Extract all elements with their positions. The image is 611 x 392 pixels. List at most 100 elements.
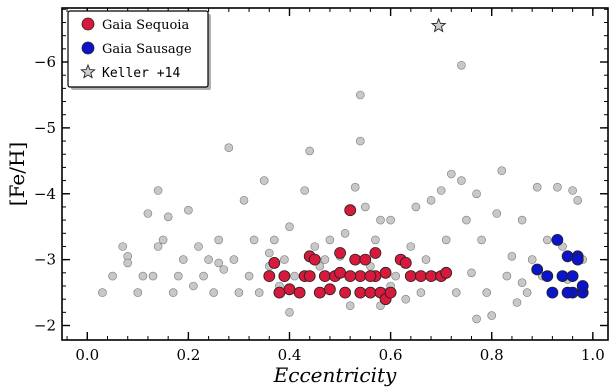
data-point — [168, 288, 178, 297]
data-point — [285, 307, 294, 317]
data-point — [522, 288, 532, 297]
data-point — [542, 235, 552, 245]
data-point — [497, 166, 507, 175]
data-point — [360, 202, 370, 212]
data-point — [143, 209, 153, 218]
series-background — [98, 61, 588, 324]
data-point — [421, 255, 431, 264]
points-layer — [98, 17, 589, 324]
data-point — [234, 288, 244, 297]
data-point — [325, 235, 335, 245]
data-point — [153, 242, 163, 251]
data-point — [199, 271, 208, 281]
data-point — [263, 270, 276, 283]
series-gaia-sausage — [531, 233, 589, 299]
data-point — [293, 286, 306, 299]
data-point — [108, 271, 117, 281]
data-point — [411, 202, 421, 212]
data-point — [349, 253, 362, 266]
y-tick-label: −4 — [34, 185, 56, 203]
data-point — [305, 146, 315, 156]
data-point — [561, 250, 574, 263]
data-point — [219, 265, 229, 274]
data-point — [308, 253, 321, 266]
data-point — [184, 205, 193, 215]
x-tick-label: 1.0 — [581, 346, 605, 364]
data-point — [399, 256, 412, 269]
data-point — [451, 288, 461, 297]
data-point — [546, 286, 559, 299]
legend-label-sequoia: Gaia Sequoia — [102, 18, 189, 33]
data-point — [153, 186, 163, 195]
data-point — [118, 242, 127, 251]
data-point — [148, 271, 158, 281]
data-point — [339, 286, 352, 299]
data-point — [472, 189, 481, 199]
data-point — [517, 278, 527, 288]
legend-marker-sequoia — [81, 17, 95, 31]
data-point — [209, 288, 218, 297]
data-point — [224, 143, 234, 152]
x-tick-label: 0.6 — [379, 346, 403, 364]
data-point — [401, 294, 411, 304]
legend-box — [67, 10, 209, 88]
series-keller-14 — [430, 17, 447, 33]
data-point — [359, 253, 372, 266]
data-point — [259, 176, 269, 185]
data-point — [269, 235, 279, 245]
data-point — [364, 270, 377, 283]
data-point — [502, 271, 512, 281]
y-tick-label: −3 — [34, 251, 56, 269]
data-point — [320, 255, 330, 264]
data-point — [482, 288, 492, 297]
data-point — [278, 270, 291, 283]
data-point — [568, 186, 577, 195]
legend-label-sausage: Gaia Sausage — [102, 42, 192, 57]
data-point — [344, 204, 357, 217]
data-point — [344, 270, 357, 283]
data-point — [249, 235, 259, 245]
data-point — [174, 271, 183, 281]
data-point — [551, 233, 564, 246]
data-point — [254, 288, 264, 297]
data-point — [334, 266, 347, 279]
legend-marker-sausage — [81, 41, 95, 55]
data-point — [457, 61, 466, 70]
data-point — [194, 242, 203, 251]
data-point — [446, 169, 456, 179]
data-point — [566, 270, 579, 283]
data-point — [239, 196, 249, 205]
data-point — [355, 136, 365, 146]
data-point — [229, 255, 239, 264]
data-point — [345, 301, 355, 311]
data-point — [323, 283, 336, 296]
data-point — [414, 270, 427, 283]
data-point — [189, 281, 198, 291]
data-point — [532, 182, 542, 192]
data-point — [531, 263, 544, 276]
y-tick-label: −6 — [34, 53, 56, 71]
data-point — [416, 288, 426, 297]
data-point — [204, 255, 213, 264]
x-axis-label: Eccentricity — [273, 363, 397, 387]
data-point — [441, 235, 451, 245]
data-point — [133, 288, 143, 297]
data-point — [576, 280, 589, 292]
data-point — [561, 286, 574, 299]
ticks-layer: 0.0 0.2 0.4 0.6 0.8 1.0 −2 −3 −4 −5 −6 — [34, 8, 608, 364]
data-point — [391, 271, 401, 281]
data-point — [457, 176, 466, 185]
y-tick-label: −2 — [34, 317, 56, 335]
y-tick-label: −5 — [34, 119, 56, 137]
data-point — [244, 271, 254, 281]
legend-marker-keller — [80, 63, 96, 79]
legend: Gaia Sequoia Gaia Sausage Keller +14 — [67, 10, 211, 90]
data-point — [264, 248, 274, 258]
data-point — [310, 242, 320, 251]
series-gaia-sequoia — [263, 204, 453, 306]
data-point — [425, 270, 438, 283]
data-point — [300, 186, 310, 195]
data-point — [98, 288, 107, 297]
plot-frame — [61, 7, 609, 341]
